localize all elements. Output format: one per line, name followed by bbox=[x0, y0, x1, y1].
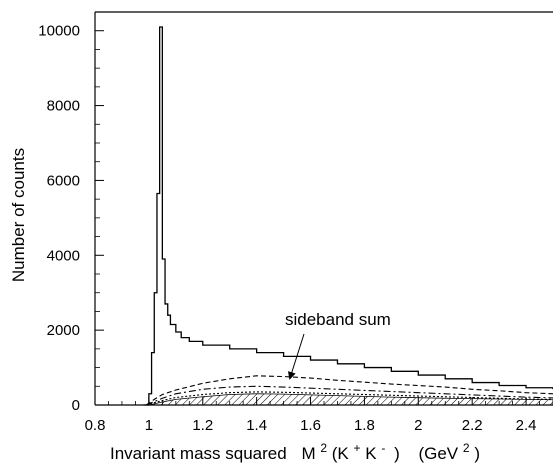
x-tick-label: 0.8 bbox=[85, 417, 106, 434]
y-tick-label: 2000 bbox=[47, 322, 80, 339]
y-tick-label: 8000 bbox=[47, 98, 80, 115]
x-label-unit-close: ) bbox=[474, 444, 480, 463]
x-label-k2: K bbox=[365, 444, 377, 463]
x-label-minus: - bbox=[381, 441, 385, 455]
x-label-unit-sup: 2 bbox=[463, 441, 470, 455]
x-label-kk: (K bbox=[332, 444, 350, 463]
x-tick-label: 1.4 bbox=[246, 417, 267, 434]
x-label-main: Invariant mass squared bbox=[110, 444, 287, 463]
y-tick-label: 6000 bbox=[47, 172, 80, 189]
x-tick-label: 1.2 bbox=[192, 417, 213, 434]
x-tick-label: 1.8 bbox=[354, 417, 375, 434]
x-label-plus: + bbox=[354, 441, 361, 455]
series-line-dashed bbox=[145, 375, 553, 406]
y-tick-label: 10000 bbox=[38, 23, 80, 40]
x-label-close: ) bbox=[394, 444, 400, 463]
x-axis-label: Invariant mass squared M 2 (K + K - ) (G… bbox=[110, 437, 480, 463]
plot-frame bbox=[94, 11, 553, 406]
annotation-sideband-sum: sideband sum bbox=[285, 310, 391, 329]
x-tick-label: 1 bbox=[145, 417, 153, 434]
x-label-sup2: 2 bbox=[320, 441, 327, 455]
y-tick-label: 0 bbox=[72, 397, 80, 414]
x-label-unit-open: (GeV bbox=[418, 444, 458, 463]
x-label-var: M bbox=[301, 444, 315, 463]
series-line-dash-dot bbox=[145, 385, 553, 406]
series-line-solid bbox=[143, 26, 553, 406]
annotation-arrow bbox=[288, 333, 305, 380]
series-layer bbox=[143, 26, 553, 406]
x-tick-label: 2 bbox=[414, 417, 422, 434]
x-tick-label: 2.4 bbox=[516, 417, 537, 434]
x-tick-label: 1.6 bbox=[300, 417, 321, 434]
y-tick-label: 4000 bbox=[47, 247, 80, 264]
y-ticks: 0 2000 4000 6000 8000 10000 bbox=[38, 23, 104, 414]
series-line-dotted bbox=[146, 391, 553, 406]
x-ticks: 0.8 1 1.2 1.4 1.6 1.8 2 2.2 2.4 bbox=[85, 397, 553, 434]
y-axis-label: Number of counts bbox=[9, 148, 28, 282]
x-tick-label: 2.2 bbox=[462, 417, 483, 434]
